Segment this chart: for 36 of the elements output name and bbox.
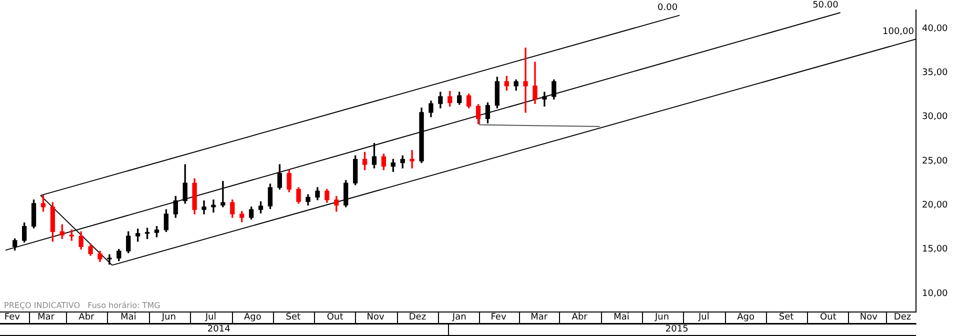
x-tick-label: Set [778, 312, 794, 323]
series-label: 100,00 [882, 26, 914, 37]
x-tick-label: Abr [572, 312, 588, 323]
x-tick-label: Jul [204, 312, 216, 323]
x-tick-label: Out [820, 312, 837, 323]
x-tick-label: Abr [78, 312, 95, 323]
x-tick-label: Jun [160, 312, 176, 323]
series-label: 0.00 [658, 3, 678, 14]
x-tick-label: Fev [490, 312, 507, 323]
y-tick-label: 25,00 [922, 156, 948, 166]
x-tick-label: Dez [894, 312, 912, 323]
y-tick-label: 40,00 [922, 24, 948, 34]
y-tick-label: 10,00 [922, 288, 948, 299]
y-tick-label: 35,00 [922, 68, 948, 78]
x-tick-label: Nov [366, 312, 386, 323]
x-tick-label: Jul [697, 312, 710, 323]
x-tick-label: Ago [737, 312, 755, 323]
x2-tick-label: 2015 [665, 324, 688, 335]
x-tick-label: Nov [860, 312, 878, 323]
x-tick-label: Jun [654, 312, 670, 323]
x-tick-label: Mar [37, 312, 55, 323]
x2-tick-label: 2014 [207, 324, 231, 335]
x-tick-label: Mai [614, 312, 630, 323]
x-tick-label: Out [326, 312, 344, 323]
x-tick-label: Jan [451, 312, 466, 323]
x-tick-label: Ago [244, 312, 262, 323]
annotation: PREÇO INDICATIVO Fuso horário: TMG [4, 301, 160, 310]
y-tick-label: 20,00 [922, 200, 948, 210]
y-tick-label: 15,00 [922, 244, 948, 255]
x-tick-label: Fev [4, 312, 21, 323]
series-label: 50.00 [812, 0, 839, 10]
x-tick-label: Mai [120, 312, 136, 323]
y-tick-label: 30,00 [922, 112, 948, 122]
x-tick-label: Set [286, 312, 302, 323]
x-tick-label: Mar [530, 312, 548, 323]
x-tick-label: Dez [408, 312, 426, 323]
